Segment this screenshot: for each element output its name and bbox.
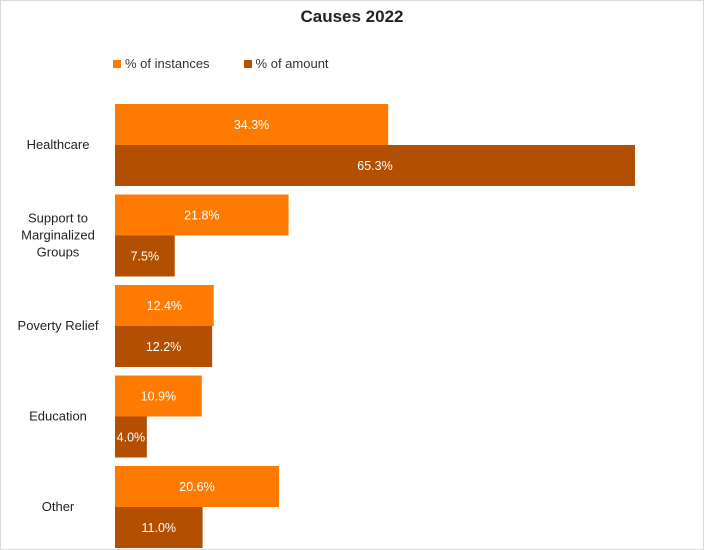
bar-amount-poverty-relief — [115, 326, 213, 367]
data-label-amount-healthcare: 65.3% — [357, 159, 392, 173]
bar-instances-other — [115, 466, 280, 507]
bar-instances-support-to-marginalized-groups — [115, 194, 289, 236]
bar-instances-poverty-relief — [115, 285, 214, 326]
data-label-instances-support-to-marginalized-groups: 21.8% — [184, 209, 219, 223]
category-label-poverty-relief: Poverty Relief — [18, 318, 99, 333]
category-label-education: Education — [29, 409, 87, 424]
legend-label-amount: % of amount — [255, 56, 329, 71]
data-label-instances-other: 20.6% — [179, 480, 214, 494]
data-label-instances-education: 10.9% — [141, 390, 176, 404]
chart-legend: % of instances % of amount — [113, 56, 329, 71]
bar-instances-healthcare — [115, 104, 389, 145]
category-label-healthcare: Healthcare — [27, 137, 90, 152]
bar-amount-other — [115, 507, 203, 548]
data-label-amount-poverty-relief: 12.2% — [146, 340, 181, 354]
category-label-support-to-marginalized-groups: Support to Marginalized Groups — [21, 211, 95, 260]
bar-amount-education — [115, 416, 147, 458]
category-label-other: Other — [42, 499, 75, 514]
legend-swatch-amount — [243, 59, 252, 68]
legend-label-instances: % of instances — [125, 56, 210, 71]
data-label-amount-other: 11.0% — [142, 521, 177, 535]
legend-swatch-instances — [113, 59, 121, 68]
bar-amount-support-to-marginalized-groups — [115, 235, 175, 277]
chart-title: Causes 2022 — [300, 7, 404, 26]
bar-instances-education — [115, 375, 202, 417]
data-label-instances-healthcare: 34.3% — [234, 118, 269, 132]
data-label-amount-education: 4.0% — [117, 431, 146, 445]
legend-item-instances: % of instances — [113, 56, 210, 71]
bar-amount-healthcare — [115, 145, 635, 186]
data-label-amount-support-to-marginalized-groups: 7.5% — [131, 250, 160, 264]
data-label-instances-poverty-relief: 12.4% — [147, 299, 182, 313]
legend-item-amount: % of amount — [243, 56, 329, 71]
